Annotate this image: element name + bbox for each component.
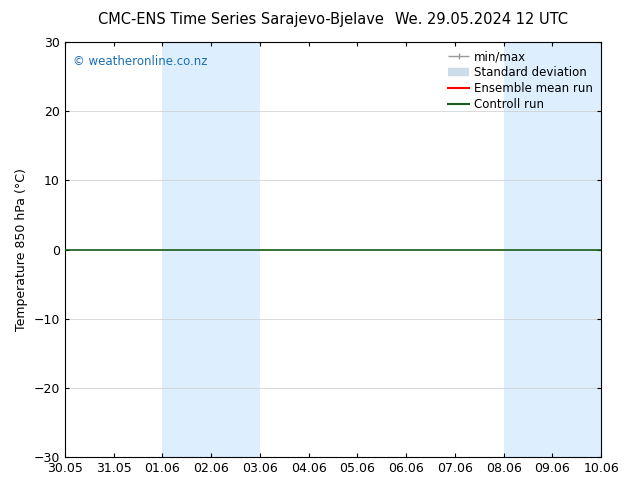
- Bar: [503, 42, 552, 457]
- Bar: [552, 42, 601, 457]
- Text: We. 29.05.2024 12 UTC: We. 29.05.2024 12 UTC: [396, 12, 568, 27]
- Text: CMC-ENS Time Series Sarajevo-Bjelave: CMC-ENS Time Series Sarajevo-Bjelave: [98, 12, 384, 27]
- Bar: [162, 42, 260, 457]
- Legend: min/max, Standard deviation, Ensemble mean run, Controll run: min/max, Standard deviation, Ensemble me…: [443, 46, 598, 116]
- Text: © weatheronline.co.nz: © weatheronline.co.nz: [73, 54, 207, 68]
- Y-axis label: Temperature 850 hPa (°C): Temperature 850 hPa (°C): [15, 168, 28, 331]
